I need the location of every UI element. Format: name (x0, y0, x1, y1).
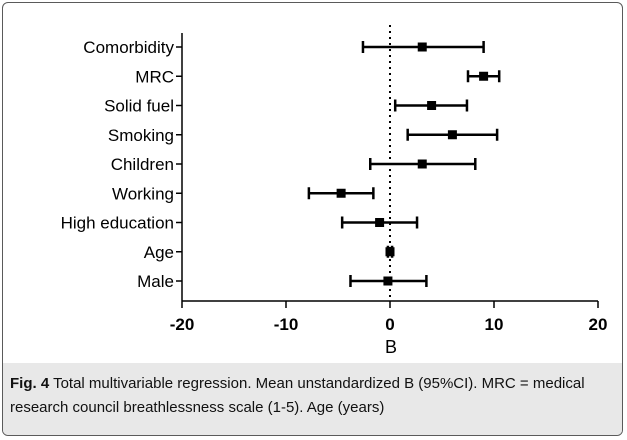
category-label-1: MRC (135, 67, 174, 86)
x-tick-label-0: -20 (170, 315, 195, 334)
x-tick-label-2: 0 (385, 315, 394, 334)
category-label-7: Age (144, 243, 174, 262)
category-label-5: Working (112, 184, 174, 203)
estimate-point-3 (447, 130, 457, 140)
estimate-point-5 (336, 188, 346, 198)
x-tick-label-3: 10 (485, 315, 504, 334)
forest-plot: -20 -10 0 10 20 Comorbidity MRC Solid fuel Smoki… (61, 25, 608, 357)
category-label-4: Children (111, 155, 174, 174)
category-label-0: Comorbidity (83, 38, 174, 57)
figure-caption: Fig. 4 Total multivariable regression. M… (10, 372, 615, 420)
category-label-3: Smoking (108, 126, 174, 145)
x-axis-title: B (385, 337, 397, 357)
estimate-point-4 (417, 159, 427, 169)
x-tick-label-1: -10 (274, 315, 299, 334)
figure-label: Fig. 4 (10, 375, 50, 392)
estimate-point-6 (375, 218, 385, 227)
caption-band (3, 363, 622, 435)
estimate-point-1 (479, 71, 489, 81)
estimate-point-2 (427, 101, 437, 110)
category-label-8: Male (137, 272, 174, 291)
caption-text: Total multivariable regression. Mean uns… (10, 375, 585, 416)
category-label-6: High education (61, 214, 174, 233)
estimate-point-7 (385, 247, 395, 257)
estimate-point-0 (417, 42, 427, 52)
x-tick-label-4: 20 (589, 315, 608, 334)
estimate-point-8 (383, 276, 393, 286)
category-label-2: Solid fuel (104, 97, 174, 116)
